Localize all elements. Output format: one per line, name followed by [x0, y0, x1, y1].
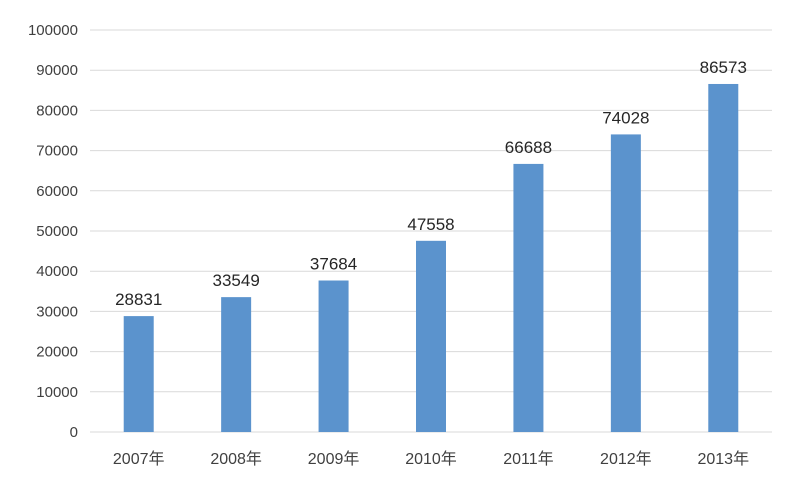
y-tick-label: 20000: [36, 344, 78, 361]
bar: [610, 134, 641, 432]
data-labels: 28831 33549 37684 47558 66688 74028 86573: [115, 58, 747, 309]
x-tick-label: 2012年: [600, 450, 652, 468]
bar: [318, 280, 349, 432]
y-tick-label: 90000: [36, 62, 78, 79]
y-axis-ticks: 0 10000 20000 30000 40000 50000 60000 70000 8000…: [28, 22, 78, 441]
data-label: 28831: [115, 290, 162, 309]
data-label: 33549: [213, 271, 260, 290]
x-tick-label: 2013年: [697, 450, 749, 468]
bar: [708, 83, 739, 433]
y-tick-label: 80000: [36, 102, 78, 119]
data-label: 37684: [310, 255, 357, 274]
x-tick-label: 2010年: [405, 450, 457, 468]
x-axis-ticks: 2007年 2008年 2009年 2010年 2011年 2012年 2013年: [113, 450, 749, 468]
x-tick-label: 2009年: [308, 450, 360, 468]
bar: [123, 316, 154, 432]
y-tick-label: 70000: [36, 143, 78, 160]
y-tick-label: 10000: [36, 384, 78, 401]
y-tick-label: 40000: [36, 263, 78, 280]
bar: [513, 163, 544, 432]
y-tick-label: 60000: [36, 183, 78, 200]
bar: [221, 297, 252, 432]
y-tick-label: 30000: [36, 303, 78, 320]
data-label: 47558: [407, 215, 454, 234]
x-tick-label: 2008年: [210, 450, 262, 468]
data-label: 74028: [602, 108, 649, 127]
bars: [123, 83, 739, 433]
y-tick-label: 0: [70, 424, 78, 441]
bar: [416, 240, 446, 432]
data-label: 66688: [505, 138, 552, 157]
y-tick-label: 50000: [36, 223, 78, 240]
data-label: 86573: [700, 58, 747, 77]
x-tick-label: 2007年: [113, 450, 165, 468]
x-tick-label: 2011年: [503, 450, 553, 468]
y-tick-label: 100000: [28, 22, 78, 39]
